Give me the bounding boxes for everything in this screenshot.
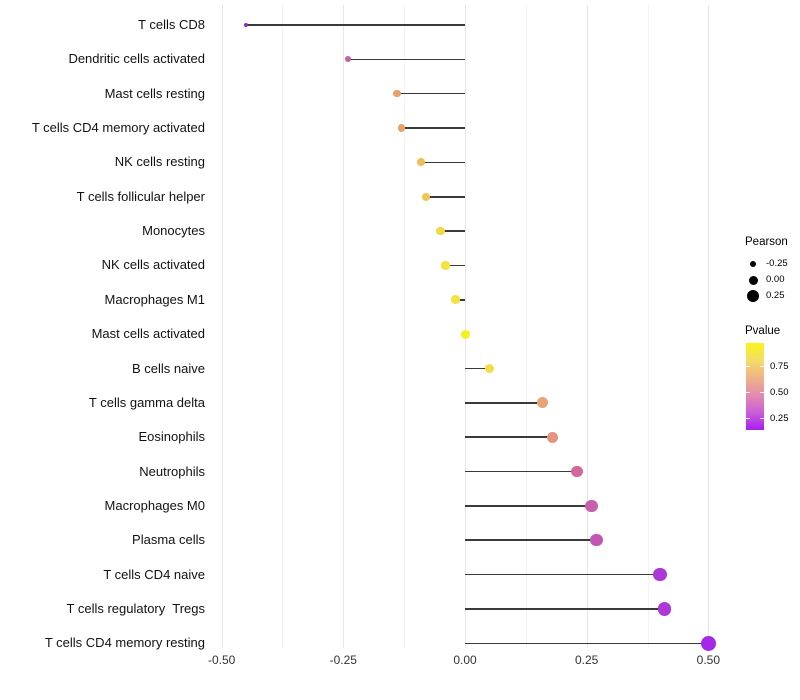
legend-dot-cell — [742, 256, 764, 272]
gridline-major — [465, 5, 466, 648]
lollipop-stem — [465, 470, 577, 473]
category-label: T cells CD4 memory activated — [31, 120, 205, 136]
x-tick-label: -0.25 — [329, 653, 357, 667]
lollipop-stem — [455, 299, 465, 301]
legend-size-dot-icon — [750, 261, 756, 267]
legend-size-label: 0.00 — [766, 274, 785, 285]
category-label: NK cells resting — [114, 154, 205, 170]
gridline-major — [708, 5, 710, 648]
legend-pearson-title: Pearson — [745, 236, 788, 248]
colorbar-tick-mark — [760, 366, 764, 368]
colorbar-tick-label: 0.50 — [770, 386, 789, 398]
gridline-major — [343, 5, 345, 648]
lollipop-stem — [465, 402, 543, 404]
category-label: T cells CD4 naive — [103, 566, 205, 582]
category-label: T cells follicular helper — [76, 188, 205, 204]
category-label: T cells CD8 — [138, 17, 205, 32]
lollipop-stem — [465, 608, 665, 610]
lollipop-stem — [465, 367, 490, 370]
lollipop-stem — [465, 436, 553, 438]
lollipop-stem — [465, 505, 592, 507]
legend-size-dot-icon — [748, 275, 758, 285]
colorbar-tick-mark — [760, 392, 764, 394]
data-point-dot — [585, 499, 598, 512]
category-label: Macrophages M1 — [104, 291, 205, 307]
legend-size-label: -0.25 — [766, 258, 788, 269]
data-point-dot — [441, 261, 450, 270]
data-point-dot — [243, 22, 249, 28]
gridline-major — [586, 5, 588, 648]
colorbar-tick-mark — [760, 418, 764, 420]
gridline-minor — [404, 5, 406, 648]
gridline-minor — [525, 5, 527, 648]
gridline-minor — [647, 5, 649, 648]
lollipop-stem — [426, 195, 465, 198]
pvalue-gradient-bar — [746, 343, 764, 430]
data-point-dot — [590, 534, 603, 547]
data-point-dot — [422, 192, 431, 201]
lollipop-stem — [245, 24, 465, 26]
category-label: Plasma cells — [132, 532, 205, 548]
lollipop-stem — [440, 230, 465, 232]
data-point-dot — [393, 90, 401, 98]
data-point-dot — [657, 601, 672, 616]
lollipop-stem — [445, 264, 465, 267]
lollipop-stem — [465, 642, 709, 645]
legend-size-dot-icon — [747, 290, 759, 302]
legend-size-label: 0.25 — [766, 290, 785, 301]
gridline-minor — [282, 5, 284, 648]
data-point-dot — [652, 567, 667, 582]
x-tick-label: 0.00 — [453, 653, 477, 667]
data-point-dot — [436, 226, 445, 236]
colorbar-tick-mark — [746, 392, 750, 394]
category-label: T cells regulatory Tregs — [66, 600, 205, 616]
data-point-dot — [571, 465, 583, 478]
category-label: Macrophages M0 — [104, 497, 205, 513]
colorbar-tick-mark — [746, 418, 750, 420]
category-label: NK cells activated — [101, 257, 205, 273]
data-point-dot — [537, 397, 549, 409]
data-point-dot — [450, 295, 460, 305]
category-label: B cells naive — [132, 360, 205, 376]
data-point-dot — [345, 56, 352, 63]
category-label: Neutrophils — [139, 463, 205, 479]
data-point-dot — [547, 431, 559, 443]
colorbar-tick-mark — [746, 366, 750, 368]
lollipop-stem — [348, 58, 465, 61]
gridline-major — [221, 5, 223, 648]
lollipop-stem — [421, 161, 465, 164]
data-point-dot — [417, 158, 426, 167]
colorbar-tick-label: 0.25 — [770, 412, 789, 424]
legend-dot-cell — [742, 288, 764, 304]
category-label: T cells CD4 memory resting — [44, 635, 205, 651]
category-label: Eosinophils — [138, 429, 206, 445]
lollipop-stem — [465, 573, 660, 576]
data-point-dot — [700, 635, 716, 651]
legend-dot-cell — [742, 272, 764, 288]
colorbar-tick-label: 0.75 — [770, 360, 789, 372]
category-label: Mast cells resting — [104, 85, 205, 101]
category-label: Monocytes — [142, 223, 205, 239]
lollipop-stem — [465, 539, 597, 542]
category-label: Dendritic cells activated — [68, 51, 205, 67]
x-tick-label: -0.50 — [207, 653, 236, 667]
legend-pvalue-title: Pvalue — [745, 325, 781, 337]
lollipop-stem — [396, 92, 465, 95]
data-point-dot — [398, 124, 406, 132]
data-point-dot — [484, 363, 495, 374]
x-tick-label: 0.25 — [574, 653, 599, 667]
category-label: T cells gamma delta — [88, 394, 205, 410]
lollipop-stem — [401, 127, 465, 129]
data-point-dot — [460, 329, 470, 339]
category-label: Mast cells activated — [91, 326, 205, 342]
x-tick-label: 0.50 — [696, 653, 721, 667]
